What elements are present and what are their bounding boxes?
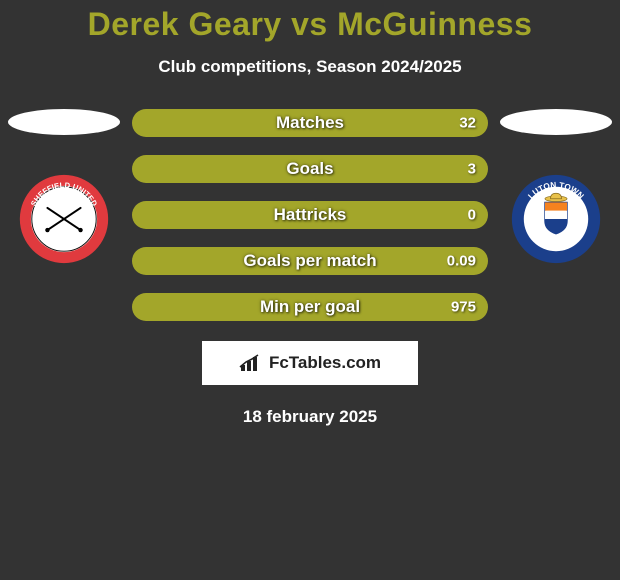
bar-label: Matches bbox=[276, 113, 344, 133]
left-crest: SHEFFIELD UNITED 1889 bbox=[18, 173, 110, 265]
vs-joiner: vs bbox=[291, 6, 328, 42]
stat-bars: Matches 32 Goals 3 Hattricks 0 Goals per match… bbox=[124, 109, 496, 321]
stat-row: Hattricks 0 bbox=[132, 201, 488, 229]
luton-town-crest-icon: LUTON TOWN FOOTBALL CLUB bbox=[510, 173, 602, 265]
left-side: SHEFFIELD UNITED 1889 bbox=[4, 105, 124, 265]
right-crest: LUTON TOWN FOOTBALL CLUB bbox=[510, 173, 602, 265]
stat-row: Goals per match 0.09 bbox=[132, 247, 488, 275]
fctables-logo[interactable]: FcTables.com bbox=[202, 341, 418, 385]
content-row: SHEFFIELD UNITED 1889 Matches 32 Goals 3 Hat… bbox=[0, 105, 620, 321]
date-text: 18 february 2025 bbox=[0, 407, 620, 427]
sheffield-united-crest-icon: SHEFFIELD UNITED 1889 bbox=[18, 173, 110, 265]
bar-label: Goals bbox=[286, 159, 333, 179]
bar-label: Min per goal bbox=[260, 297, 360, 317]
right-ellipse bbox=[500, 109, 612, 135]
bar-value-right: 3 bbox=[468, 161, 476, 178]
svg-text:1889: 1889 bbox=[55, 238, 74, 247]
comparison-widget: Derek Geary vs McGuinness Club competiti… bbox=[0, 0, 620, 427]
bar-label: Hattricks bbox=[274, 205, 347, 225]
player1-name: Derek Geary bbox=[88, 6, 282, 42]
bar-value-right: 0.09 bbox=[447, 253, 476, 270]
right-side: LUTON TOWN FOOTBALL CLUB bbox=[496, 105, 616, 265]
subtitle: Club competitions, Season 2024/2025 bbox=[0, 57, 620, 77]
bar-value-right: 975 bbox=[451, 299, 476, 316]
page-title: Derek Geary vs McGuinness bbox=[0, 6, 620, 43]
player2-name: McGuinness bbox=[337, 6, 532, 42]
left-ellipse bbox=[8, 109, 120, 135]
bar-chart-icon bbox=[239, 353, 265, 373]
bar-value-right: 0 bbox=[468, 207, 476, 224]
bar-value-right: 32 bbox=[459, 115, 476, 132]
logo-text: FcTables.com bbox=[269, 353, 381, 373]
stat-row: Min per goal 975 bbox=[132, 293, 488, 321]
bar-label: Goals per match bbox=[243, 251, 376, 271]
stat-row: Goals 3 bbox=[132, 155, 488, 183]
stat-row: Matches 32 bbox=[132, 109, 488, 137]
